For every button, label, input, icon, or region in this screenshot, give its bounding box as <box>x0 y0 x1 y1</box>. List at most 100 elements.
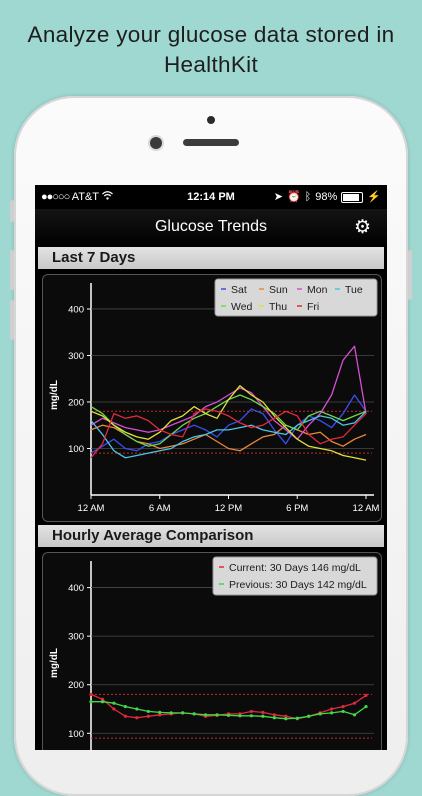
chart-last-7-days: 100 200 300 400 mg/dL 12 AM 6 AM 12 PM 6 PM 12 AM… <box>49 278 380 514</box>
data-point-previous <box>192 712 196 716</box>
nav-title: Glucose Trends <box>154 218 268 235</box>
data-point-current <box>284 714 288 718</box>
series-line-tue <box>90 410 367 459</box>
y-tick-label: 400 <box>68 583 84 594</box>
location-icon: ➤ <box>273 191 283 203</box>
data-point-previous <box>330 711 334 715</box>
promo-headline-line2: HealthKit <box>164 52 258 77</box>
section-header-last-7-days: Last 7 Days <box>38 247 384 269</box>
data-point-current <box>364 693 368 697</box>
data-point-previous <box>249 714 254 718</box>
y-tick-label: 100 <box>68 729 84 740</box>
data-point-current <box>341 704 345 709</box>
battery-icon <box>341 191 364 203</box>
signal-icon: ●●○○○ <box>41 191 70 203</box>
data-point-previous <box>135 707 139 711</box>
y-tick-label: 300 <box>68 351 84 362</box>
x-tick-label: 6 PM <box>286 503 308 514</box>
series-line-wed <box>90 394 367 447</box>
status-bar: ●●○○○ AT&T 12:14 PM ➤ ⏰ ᛒ 98% ⚡ <box>35 185 387 209</box>
series-line-fri <box>90 408 367 459</box>
status-right: ➤ ⏰ ᛒ 98% ⚡ <box>274 185 381 209</box>
status-time: 12:14 PM <box>187 191 235 203</box>
x-tick-label: 12 AM <box>353 503 380 514</box>
chart-legend: Current: 30 Days 146 mg/dL Previous: 30 D… <box>212 556 378 596</box>
data-point-previous <box>295 716 299 720</box>
series-line-sat <box>90 394 367 454</box>
y-axis-label: mg/dL <box>49 380 60 410</box>
phone-volume-down <box>10 300 14 340</box>
legend-label: Previous: 30 Days 142 mg/dL <box>229 579 367 591</box>
data-point-current <box>135 716 139 720</box>
y-tick-label: 400 <box>68 304 84 315</box>
series-line-thu <box>90 385 367 461</box>
legend-label: Thu <box>269 301 287 313</box>
phone-power-button <box>408 250 412 300</box>
data-point-current <box>330 707 334 711</box>
data-point-previous <box>261 714 265 718</box>
data-point-current <box>89 692 93 697</box>
section-header-hourly-average: Hourly Average Comparison <box>38 525 384 547</box>
promo-headline-line1: Analyze your glucose data stored in <box>27 22 395 47</box>
data-point-previous <box>318 712 322 716</box>
data-point-previous <box>100 700 105 704</box>
legend-label: Current: 30 Days 146 mg/dL <box>229 562 361 574</box>
chart-legend: Sat Sun Mon Tue Wed Thu Fri <box>214 278 378 317</box>
data-point-current <box>100 697 105 701</box>
wifi-icon <box>101 191 113 203</box>
data-point-previous <box>307 714 311 718</box>
data-point-previous <box>364 704 368 709</box>
series-line-mon <box>90 345 367 440</box>
carrier-label: AT&T <box>71 191 99 203</box>
phone-screen: ●●○○○ AT&T 12:14 PM ➤ ⏰ ᛒ 98% ⚡ Glucose … <box>35 185 387 750</box>
chart-panel-hourly-average: 100 200 300 400 mg/dL Current: 30 Days 146 mg… <box>42 552 382 750</box>
battery-percent: 98% <box>315 191 338 203</box>
legend-label: Tue <box>345 284 363 296</box>
chart-panel-last-7-days: 100 200 300 400 mg/dL 12 AM 6 AM 12 PM 6 PM 12 AM… <box>42 274 382 522</box>
legend-label: Fri <box>307 301 319 313</box>
data-point-previous <box>341 709 345 714</box>
y-tick-label: 100 <box>68 444 84 455</box>
y-tick-label: 200 <box>68 680 84 691</box>
chart-hourly-average: 100 200 300 400 mg/dL Current: 30 Days 146 mg… <box>49 556 378 750</box>
data-point-previous <box>146 709 150 714</box>
data-point-current <box>352 701 357 705</box>
data-point-previous <box>215 713 219 717</box>
y-axis-label: mg/dL <box>49 648 60 678</box>
data-point-previous <box>181 711 185 715</box>
legend-label: Sat <box>231 284 247 296</box>
y-tick-label: 300 <box>68 632 84 643</box>
legend-label: Wed <box>231 301 253 313</box>
legend-label: Sun <box>269 284 288 296</box>
front-camera <box>150 137 162 149</box>
data-point-current <box>272 713 276 717</box>
settings-gear-icon[interactable]: ⚙ <box>353 217 371 238</box>
x-tick-label: 12 PM <box>215 503 243 514</box>
data-point-previous <box>352 713 357 717</box>
data-point-previous <box>203 713 208 717</box>
navigation-bar: Glucose Trends ⚙ <box>35 209 387 247</box>
data-point-previous <box>226 713 231 717</box>
data-point-previous <box>238 714 242 718</box>
data-point-previous <box>272 716 276 720</box>
bluetooth-icon: ᛒ <box>304 191 312 203</box>
legend-box <box>212 556 378 596</box>
data-point-current <box>146 714 150 718</box>
x-tick-label: 6 AM <box>149 503 171 514</box>
earpiece-speaker <box>183 139 239 146</box>
data-point-current <box>112 707 116 711</box>
data-point-previous <box>284 717 288 721</box>
y-tick-label: 200 <box>68 397 84 408</box>
data-point-previous <box>158 710 162 714</box>
legend-label: Mon <box>307 284 328 296</box>
data-point-previous <box>169 711 173 715</box>
data-point-current <box>158 713 162 717</box>
data-point-current <box>261 710 265 714</box>
data-point-current <box>123 714 127 718</box>
status-left: ●●○○○ AT&T <box>41 185 113 209</box>
phone-mute-switch <box>10 200 14 222</box>
data-point-previous <box>112 701 116 705</box>
proximity-sensor <box>207 116 215 124</box>
data-point-previous <box>123 704 127 709</box>
charging-icon: ⚡ <box>367 191 381 203</box>
